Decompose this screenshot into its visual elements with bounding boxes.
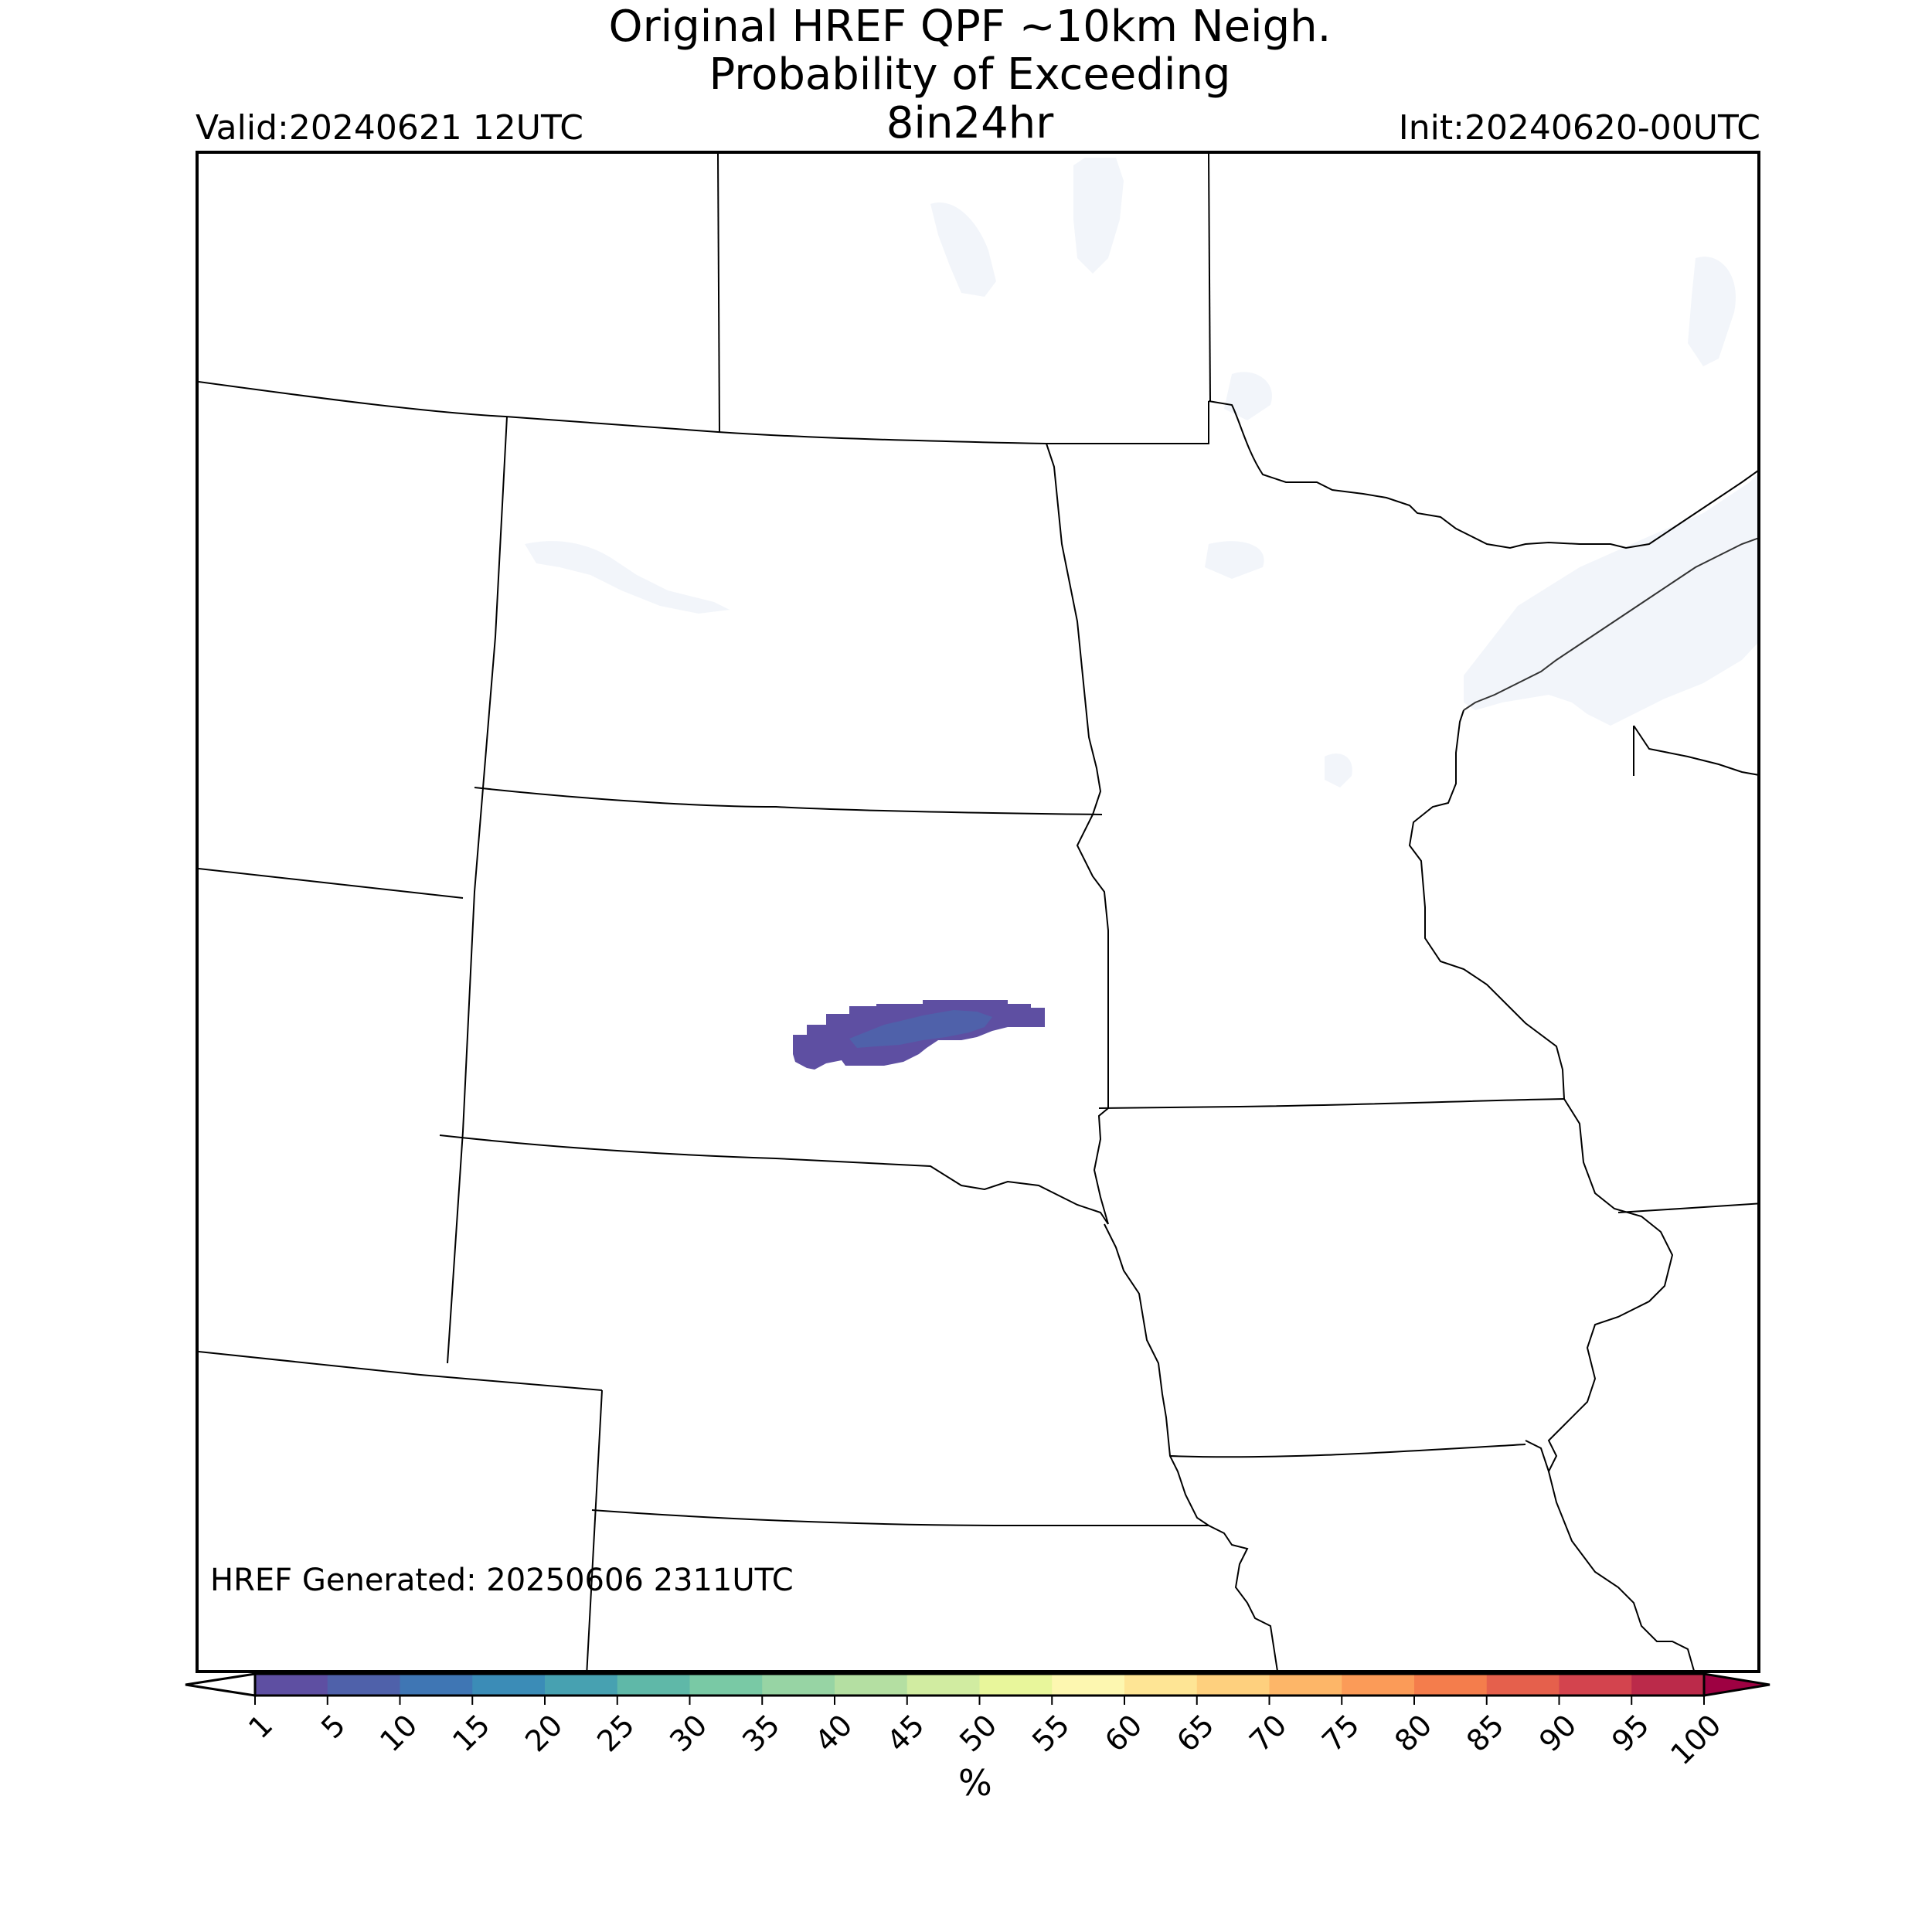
colorbar-bin-15 (472, 1674, 546, 1696)
border-ia-mo (1169, 1444, 1526, 1458)
colorbar-bin-40 (835, 1674, 908, 1696)
probability-area (793, 1000, 1045, 1070)
border-nd-sd (474, 787, 1103, 815)
mille-lacs (1325, 753, 1352, 787)
border-sask-manitoba (717, 154, 720, 433)
colorbar-bin-95 (1631, 1674, 1705, 1696)
colorbar-bin-35 (762, 1674, 835, 1696)
border-manitoba-ontario (1208, 154, 1211, 402)
border-ia-wi-river (1525, 1098, 1674, 1474)
lake-superior-shoreline (1463, 537, 1757, 711)
map-panel (196, 151, 1760, 1673)
title-line-2: Probability of Exceeding (709, 49, 1231, 100)
colorbar (185, 1672, 1770, 1705)
colorbar-bin-75 (1342, 1674, 1415, 1696)
colorbar-extend-high (1702, 1672, 1770, 1697)
title-line-3: 8in24hr (886, 98, 1054, 148)
colorbar-bin-45 (906, 1674, 980, 1696)
border-montana-nd (447, 416, 508, 1364)
colorbar-bin-10 (400, 1674, 473, 1696)
border-ne-co (586, 1389, 603, 1670)
lake-sakakawea (525, 541, 730, 614)
border-wy-co (199, 1351, 603, 1391)
lake-winnipeg (1073, 158, 1124, 274)
border-mo-il (1548, 1471, 1695, 1670)
colorbar-bin-25 (617, 1674, 690, 1696)
border-mo-river-ne (1104, 1223, 1278, 1670)
lake-superior (1464, 473, 1757, 726)
colorbar-bin-20 (545, 1674, 618, 1696)
border-canada-us-east (1208, 400, 1757, 549)
border-canada-us-west (199, 381, 1209, 444)
water-bodies (525, 158, 1757, 787)
colorbar-bin-30 (689, 1674, 763, 1696)
lake-of-the-woods (1224, 372, 1272, 420)
border-mn-wi (1408, 709, 1565, 1100)
title-line-1: Original HREF QPF ~10km Neigh. (608, 2, 1332, 52)
generated-timestamp: HREF Generated: 20250606 2311UTC (210, 1563, 794, 1598)
border-mt-wy (199, 868, 464, 899)
init-time-label: Init:20240620-00UTC (1398, 108, 1760, 148)
colorbar-bin-60 (1124, 1674, 1198, 1696)
map-canvas (199, 154, 1757, 1670)
border-wi-il (1617, 1202, 1757, 1213)
border-ia-mn (1098, 1098, 1565, 1109)
prob-5-10-percent (849, 1010, 992, 1048)
border-ne-ks (591, 1509, 1209, 1526)
border-wi-mi (1633, 725, 1757, 776)
border-sd-ne (439, 1134, 1109, 1225)
colorbar-extend-low (185, 1672, 257, 1697)
colorbar-unit-label: % (958, 1762, 992, 1804)
colorbar-bin-65 (1196, 1674, 1270, 1696)
valid-time-label: Valid:20240621 12UTC (196, 108, 584, 148)
political-borders (199, 154, 1757, 1670)
colorbar-bin-90 (1559, 1674, 1632, 1696)
red-lake (1205, 541, 1264, 579)
colorbar-bin-1 (255, 1674, 328, 1696)
upper-red-lake (1688, 257, 1736, 366)
colorbar-bin-55 (1052, 1674, 1125, 1696)
colorbar-bin-85 (1486, 1674, 1560, 1696)
colorbar-bin-80 (1414, 1674, 1488, 1696)
lake-manitoba-west (930, 202, 996, 297)
colorbar-bin-5 (327, 1674, 400, 1696)
colorbar-bin-50 (979, 1674, 1053, 1696)
colorbar-bin-70 (1269, 1674, 1342, 1696)
